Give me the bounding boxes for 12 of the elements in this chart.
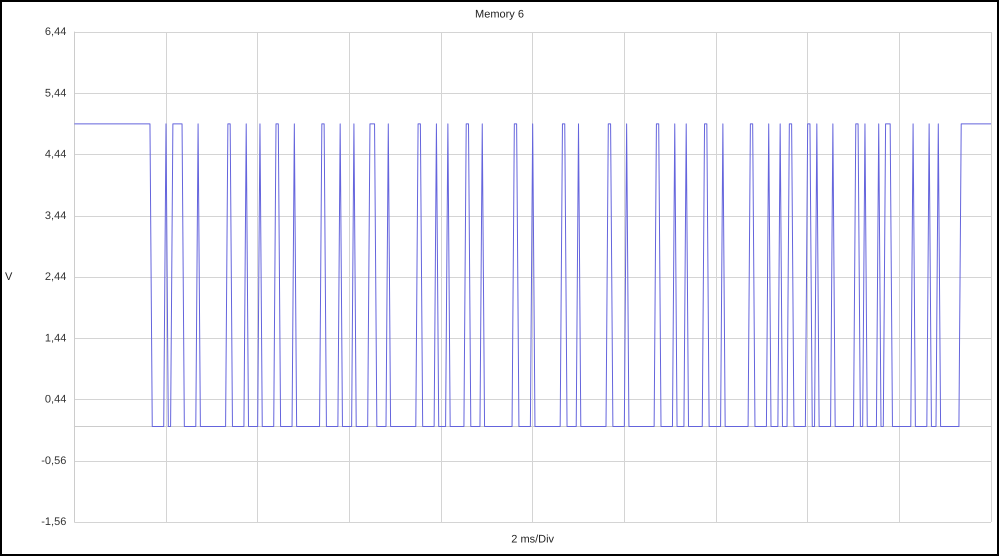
y-tick-label: -1,56 xyxy=(41,516,66,528)
y-tick-label: 6,44 xyxy=(44,26,66,38)
chart-title: Memory 6 xyxy=(475,8,524,20)
y-tick-label: 1,44 xyxy=(44,332,66,344)
x-axis-title: 2 ms/Div xyxy=(511,534,555,546)
y-tick-label: 3,44 xyxy=(44,210,66,222)
y-tick-label: 5,44 xyxy=(44,87,66,100)
y-axis-title: V xyxy=(4,271,13,283)
y-tick-label: 4,44 xyxy=(44,148,66,160)
y-tick-label: 0,44 xyxy=(44,394,66,406)
y-tick-label: -0,56 xyxy=(41,454,66,467)
y-tick-label: 2,44 xyxy=(44,271,66,283)
